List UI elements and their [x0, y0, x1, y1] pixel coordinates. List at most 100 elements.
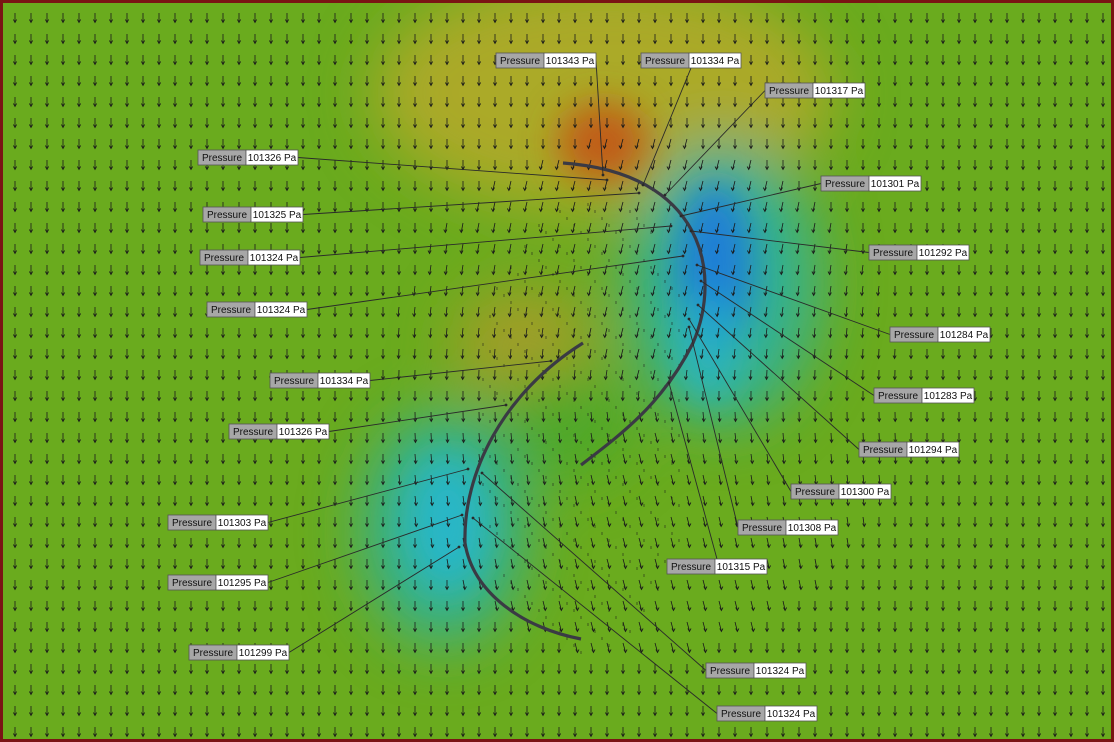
vector-arrow: [973, 13, 977, 24]
vector-arrow: [269, 55, 273, 66]
vector-arrow: [381, 433, 385, 444]
pressure-contour-plot: Pressure 101343 Pa Pressure 101334 PaPressu…: [3, 3, 1111, 739]
vector-arrow: [1101, 223, 1105, 234]
vector-arrow: [173, 118, 177, 129]
vector-arrow: [989, 34, 993, 45]
vector-arrow: [941, 181, 945, 192]
vector-arrow: [237, 76, 241, 87]
vector-arrow: [365, 307, 369, 318]
vector-arrow: [829, 390, 833, 402]
vector-arrow: [29, 391, 33, 402]
vector-arrow: [573, 76, 577, 87]
probe-value: 101334 Pa: [320, 376, 369, 387]
vector-arrow: [13, 433, 17, 444]
velocity-vector-field: [13, 13, 1105, 738]
vector-arrow: [797, 139, 801, 150]
vector-arrow: [237, 13, 241, 24]
vector-arrow: [381, 328, 385, 339]
vector-arrow: [173, 55, 177, 66]
vector-arrow: [957, 412, 961, 423]
probe-name: Pressure: [207, 210, 247, 221]
vector-arrow: [205, 97, 209, 108]
vector-arrow: [445, 139, 449, 150]
vector-arrow: [413, 139, 417, 150]
vector-arrow: [381, 76, 385, 87]
vector-arrow: [781, 432, 786, 444]
vector-arrow: [670, 474, 676, 486]
vector-arrow: [45, 391, 49, 402]
vector-arrow: [269, 454, 273, 465]
vector-arrow: [957, 55, 961, 66]
vector-arrow: [189, 97, 193, 108]
vector-arrow: [1037, 181, 1041, 192]
vector-arrow: [507, 306, 512, 318]
vector-arrow: [909, 34, 913, 45]
vector-arrow: [813, 118, 817, 129]
vector-arrow: [333, 160, 337, 171]
vector-arrow: [429, 390, 433, 402]
vector-arrow: [715, 348, 720, 360]
vector-arrow: [1085, 13, 1089, 24]
vector-arrow: [717, 118, 721, 129]
vector-arrow: [749, 118, 753, 129]
vector-arrow: [45, 454, 49, 465]
vector-arrow: [349, 454, 353, 465]
vector-arrow: [1085, 433, 1089, 444]
vector-arrow: [460, 369, 465, 381]
vector-arrow: [269, 412, 273, 423]
vector-arrow: [812, 327, 817, 339]
vector-arrow: [125, 34, 129, 45]
vector-arrow: [637, 118, 641, 129]
vector-arrow: [13, 370, 17, 381]
vector-arrow: [654, 432, 660, 444]
probe-label: Pressure 101283 Pa: [873, 387, 975, 404]
vector-arrow: [795, 201, 800, 213]
vector-arrow: [428, 327, 433, 339]
vector-arrow: [157, 433, 161, 444]
vector-arrow: [285, 454, 289, 465]
vector-arrow: [381, 118, 385, 129]
vector-arrow: [749, 34, 753, 45]
vector-arrow: [253, 412, 257, 423]
vector-arrow: [507, 285, 512, 297]
vector-arrow: [205, 349, 209, 360]
vector-arrow: [477, 76, 481, 87]
vector-arrow: [45, 160, 49, 171]
vector-arrow: [701, 97, 705, 108]
vector-arrow: [61, 97, 65, 108]
vector-arrow: [925, 349, 929, 360]
vector-arrow: [221, 475, 225, 486]
probe-value: 101283 Pa: [924, 391, 973, 402]
vector-arrow: [205, 181, 209, 192]
vector-arrow: [606, 474, 612, 486]
vector-arrow: [557, 411, 562, 423]
vector-arrow: [397, 265, 401, 276]
vector-arrow: [1053, 454, 1057, 465]
vector-arrow: [781, 390, 785, 402]
vector-arrow: [125, 307, 129, 318]
vector-arrow: [522, 222, 528, 234]
vector-arrow: [781, 13, 785, 24]
vector-arrow: [1037, 391, 1041, 402]
vector-arrow: [570, 243, 576, 255]
vector-arrow: [253, 181, 257, 192]
vector-arrow: [909, 349, 913, 360]
vector-arrow: [173, 412, 177, 423]
probe-label: Pressure 101301 Pa: [820, 175, 922, 192]
vector-arrow: [1021, 391, 1025, 402]
vector-arrow: [253, 223, 257, 234]
vector-arrow: [29, 412, 33, 423]
probe-value: 101300 Pa: [841, 487, 890, 498]
vector-arrow: [748, 348, 753, 360]
vector-arrow: [843, 285, 848, 297]
vector-arrow: [1101, 244, 1105, 255]
vector-arrow: [795, 222, 800, 234]
vector-arrow: [1005, 475, 1009, 486]
vector-arrow: [157, 370, 161, 381]
vector-arrow: [1005, 454, 1009, 465]
vector-arrow: [460, 327, 465, 339]
vector-arrow: [349, 118, 353, 129]
vector-arrow: [221, 118, 225, 129]
vector-arrow: [925, 370, 929, 381]
vector-arrow: [602, 285, 608, 297]
